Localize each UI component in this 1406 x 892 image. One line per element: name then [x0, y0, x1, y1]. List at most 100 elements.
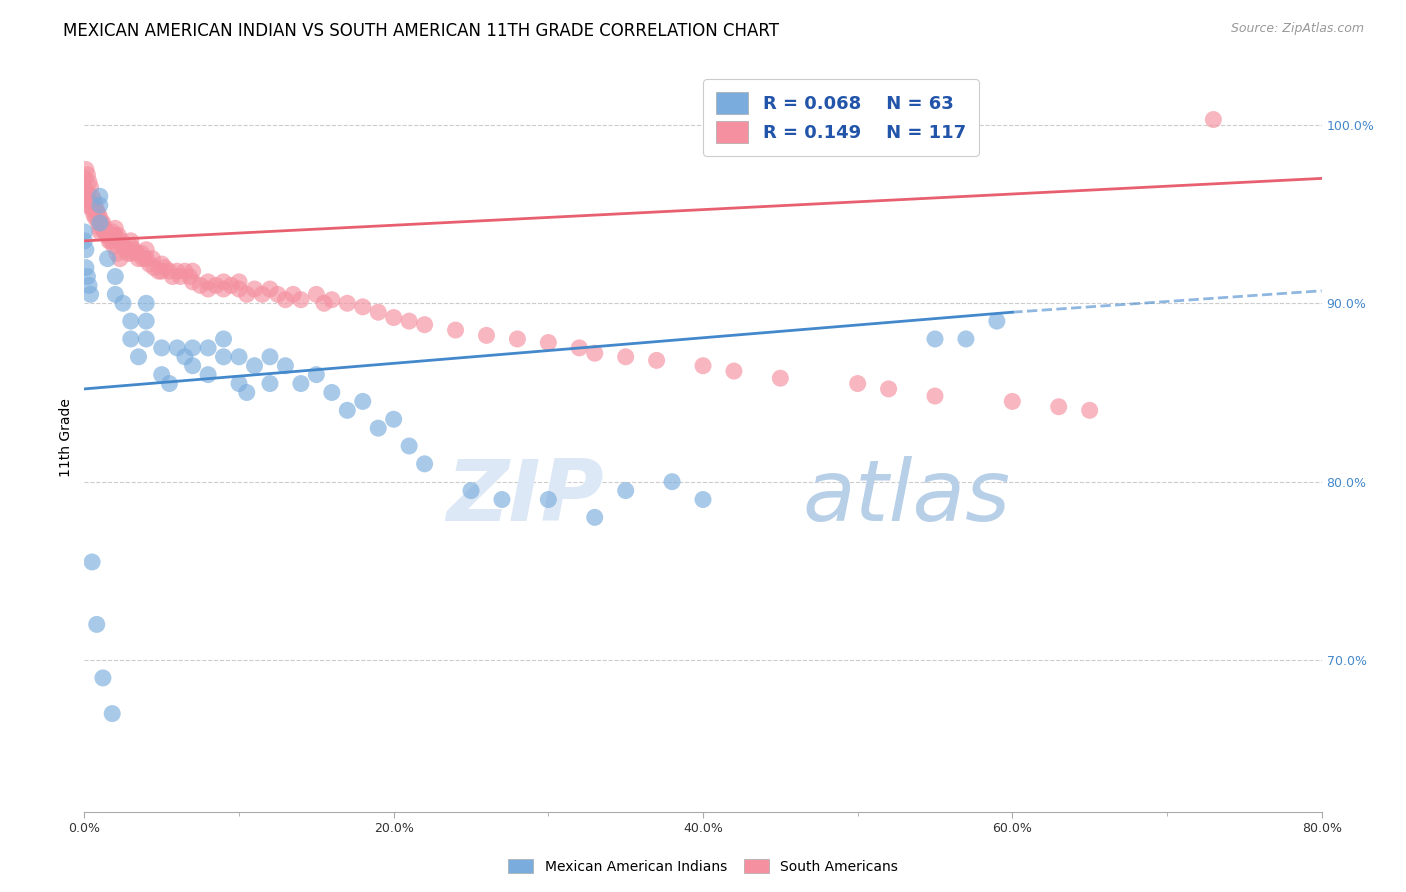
Point [583, 510, 606, 524]
Point [73, 234, 96, 248]
Point [219, 278, 242, 293]
Point [162, 269, 184, 284]
Point [181, 264, 204, 278]
Point [120, 234, 142, 248]
Text: atlas: atlas [801, 456, 1010, 539]
Point [103, 228, 125, 243]
Point [614, 350, 637, 364]
Point [89, 198, 111, 212]
Point [101, 706, 124, 721]
Point [89, 189, 111, 203]
Point [79, 198, 101, 212]
Point [112, 296, 135, 310]
Point [87, 207, 110, 221]
Point [174, 350, 197, 364]
Point [274, 359, 297, 373]
Point [86, 617, 108, 632]
Point [138, 257, 160, 271]
Point [382, 412, 405, 426]
Point [77, 193, 100, 207]
Point [82, 202, 104, 216]
Point [986, 314, 1008, 328]
Point [89, 211, 111, 225]
Point [413, 318, 436, 332]
Point [924, 389, 946, 403]
Point [259, 282, 281, 296]
Point [79, 180, 101, 194]
Legend: Mexican American Indians, South Americans: Mexican American Indians, South American… [502, 852, 904, 880]
Point [336, 403, 359, 417]
Point [568, 341, 591, 355]
Point [83, 193, 105, 207]
Point [537, 335, 560, 350]
Point [159, 376, 180, 391]
Point [96, 228, 118, 243]
Point [367, 421, 389, 435]
Point [692, 359, 714, 373]
Point [228, 282, 250, 296]
Point [181, 359, 204, 373]
Point [267, 287, 290, 301]
Text: Source: ZipAtlas.com: Source: ZipAtlas.com [1230, 22, 1364, 36]
Point [112, 239, 135, 253]
Point [93, 225, 115, 239]
Point [159, 264, 180, 278]
Point [104, 234, 127, 248]
Point [205, 278, 228, 293]
Point [120, 239, 142, 253]
Point [259, 350, 281, 364]
Point [1001, 394, 1024, 409]
Point [86, 203, 108, 218]
Point [89, 225, 111, 239]
Point [120, 246, 142, 260]
Y-axis label: 11th Grade: 11th Grade [59, 398, 73, 476]
Point [212, 282, 235, 296]
Point [83, 207, 105, 221]
Point [77, 278, 100, 293]
Point [491, 492, 513, 507]
Point [93, 221, 115, 235]
Point [259, 376, 281, 391]
Point [115, 243, 138, 257]
Point [127, 350, 149, 364]
Point [75, 260, 97, 275]
Point [398, 314, 420, 328]
Point [76, 186, 98, 200]
Point [91, 216, 114, 230]
Point [82, 555, 104, 569]
Point [94, 225, 117, 239]
Point [228, 350, 250, 364]
Point [104, 269, 127, 284]
Point [197, 368, 219, 382]
Point [250, 287, 273, 301]
Point [87, 216, 110, 230]
Point [84, 198, 107, 212]
Point [75, 243, 97, 257]
Point [228, 275, 250, 289]
Point [104, 221, 127, 235]
Point [645, 353, 668, 368]
Point [82, 189, 104, 203]
Point [235, 385, 259, 400]
Point [117, 246, 139, 260]
Point [290, 293, 312, 307]
Point [122, 243, 145, 257]
Point [135, 314, 157, 328]
Point [305, 287, 328, 301]
Point [150, 341, 173, 355]
Point [281, 287, 305, 301]
Point [108, 252, 131, 266]
Point [101, 225, 124, 239]
Point [135, 252, 157, 266]
Point [305, 368, 328, 382]
Point [475, 328, 498, 343]
Point [84, 211, 107, 225]
Point [174, 264, 197, 278]
Point [131, 246, 153, 260]
Point [73, 193, 96, 207]
Point [110, 234, 132, 248]
Point [86, 207, 108, 221]
Point [188, 278, 211, 293]
Point [91, 671, 114, 685]
Point [1078, 403, 1101, 417]
